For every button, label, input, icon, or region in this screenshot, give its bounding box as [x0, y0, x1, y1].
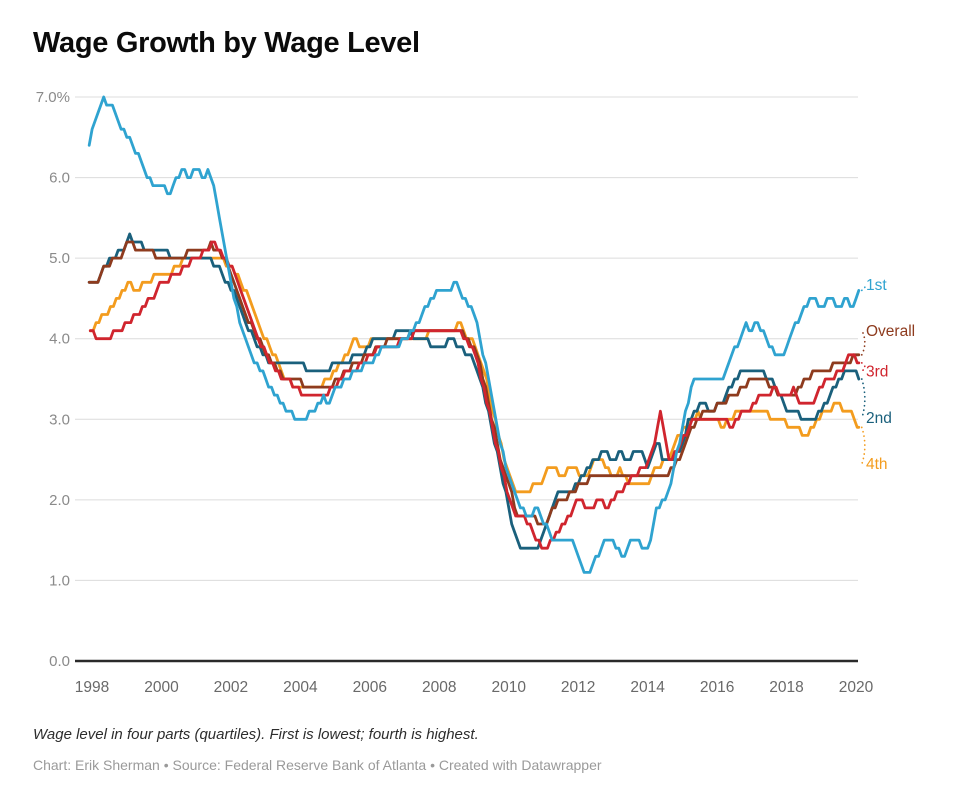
label-leader-line-overall: [860, 329, 866, 356]
x-axis-tick-label: 2008: [422, 679, 456, 696]
series-line-3rd: [88, 240, 861, 550]
x-axis-tick-label: 2018: [769, 679, 803, 696]
y-axis-tick-label: 0.0: [49, 653, 70, 670]
label-leader-line-4th: [860, 426, 866, 465]
y-axis-tick-label: 2.0: [49, 492, 70, 509]
label-leader-line-2nd: [860, 378, 866, 419]
label-leader-line-1st: [860, 283, 866, 292]
series-line-overall: [87, 240, 861, 526]
series-label-4th: 4th: [866, 456, 888, 473]
chart-credit: Chart: Erik Sherman • Source: Federal Re…: [33, 757, 602, 773]
series-label-overall: Overall: [866, 323, 915, 340]
y-axis-tick-label: 5.0: [49, 250, 70, 267]
x-axis-tick-label: 2002: [214, 679, 248, 696]
x-axis-tick-label: 1998: [75, 679, 109, 696]
page-title: Wage Growth by Wage Level: [33, 27, 420, 59]
series-label-3rd: 3rd: [866, 363, 888, 380]
x-axis-tick-label: 2010: [491, 679, 526, 696]
y-axis-tick-label: 3.0: [49, 411, 70, 428]
series-line-1st: [87, 95, 861, 574]
y-axis-tick-label: 6.0: [49, 170, 70, 187]
x-axis-tick-label: 2000: [144, 679, 179, 696]
series-line-4th: [88, 256, 861, 494]
x-axis-tick-label: 2006: [353, 679, 387, 696]
x-axis-tick-label: 2020: [839, 679, 874, 696]
y-axis-tick-label: 4.0: [49, 331, 70, 348]
x-axis-tick-label: 2012: [561, 679, 595, 696]
x-axis-tick-label: 2014: [630, 679, 665, 696]
chart-footnote: Wage level in four parts (quartiles). Fi…: [33, 726, 479, 743]
series-label-1st: 1st: [866, 277, 887, 294]
y-axis-tick-label: 7.0%: [36, 89, 70, 106]
label-leader-line-3rd: [860, 362, 866, 372]
series-line-2nd: [87, 232, 861, 550]
series-label-2nd: 2nd: [866, 410, 892, 427]
y-axis-tick-label: 1.0: [49, 572, 70, 589]
x-axis-tick-label: 2016: [700, 679, 734, 696]
x-axis-tick-label: 2004: [283, 679, 318, 696]
